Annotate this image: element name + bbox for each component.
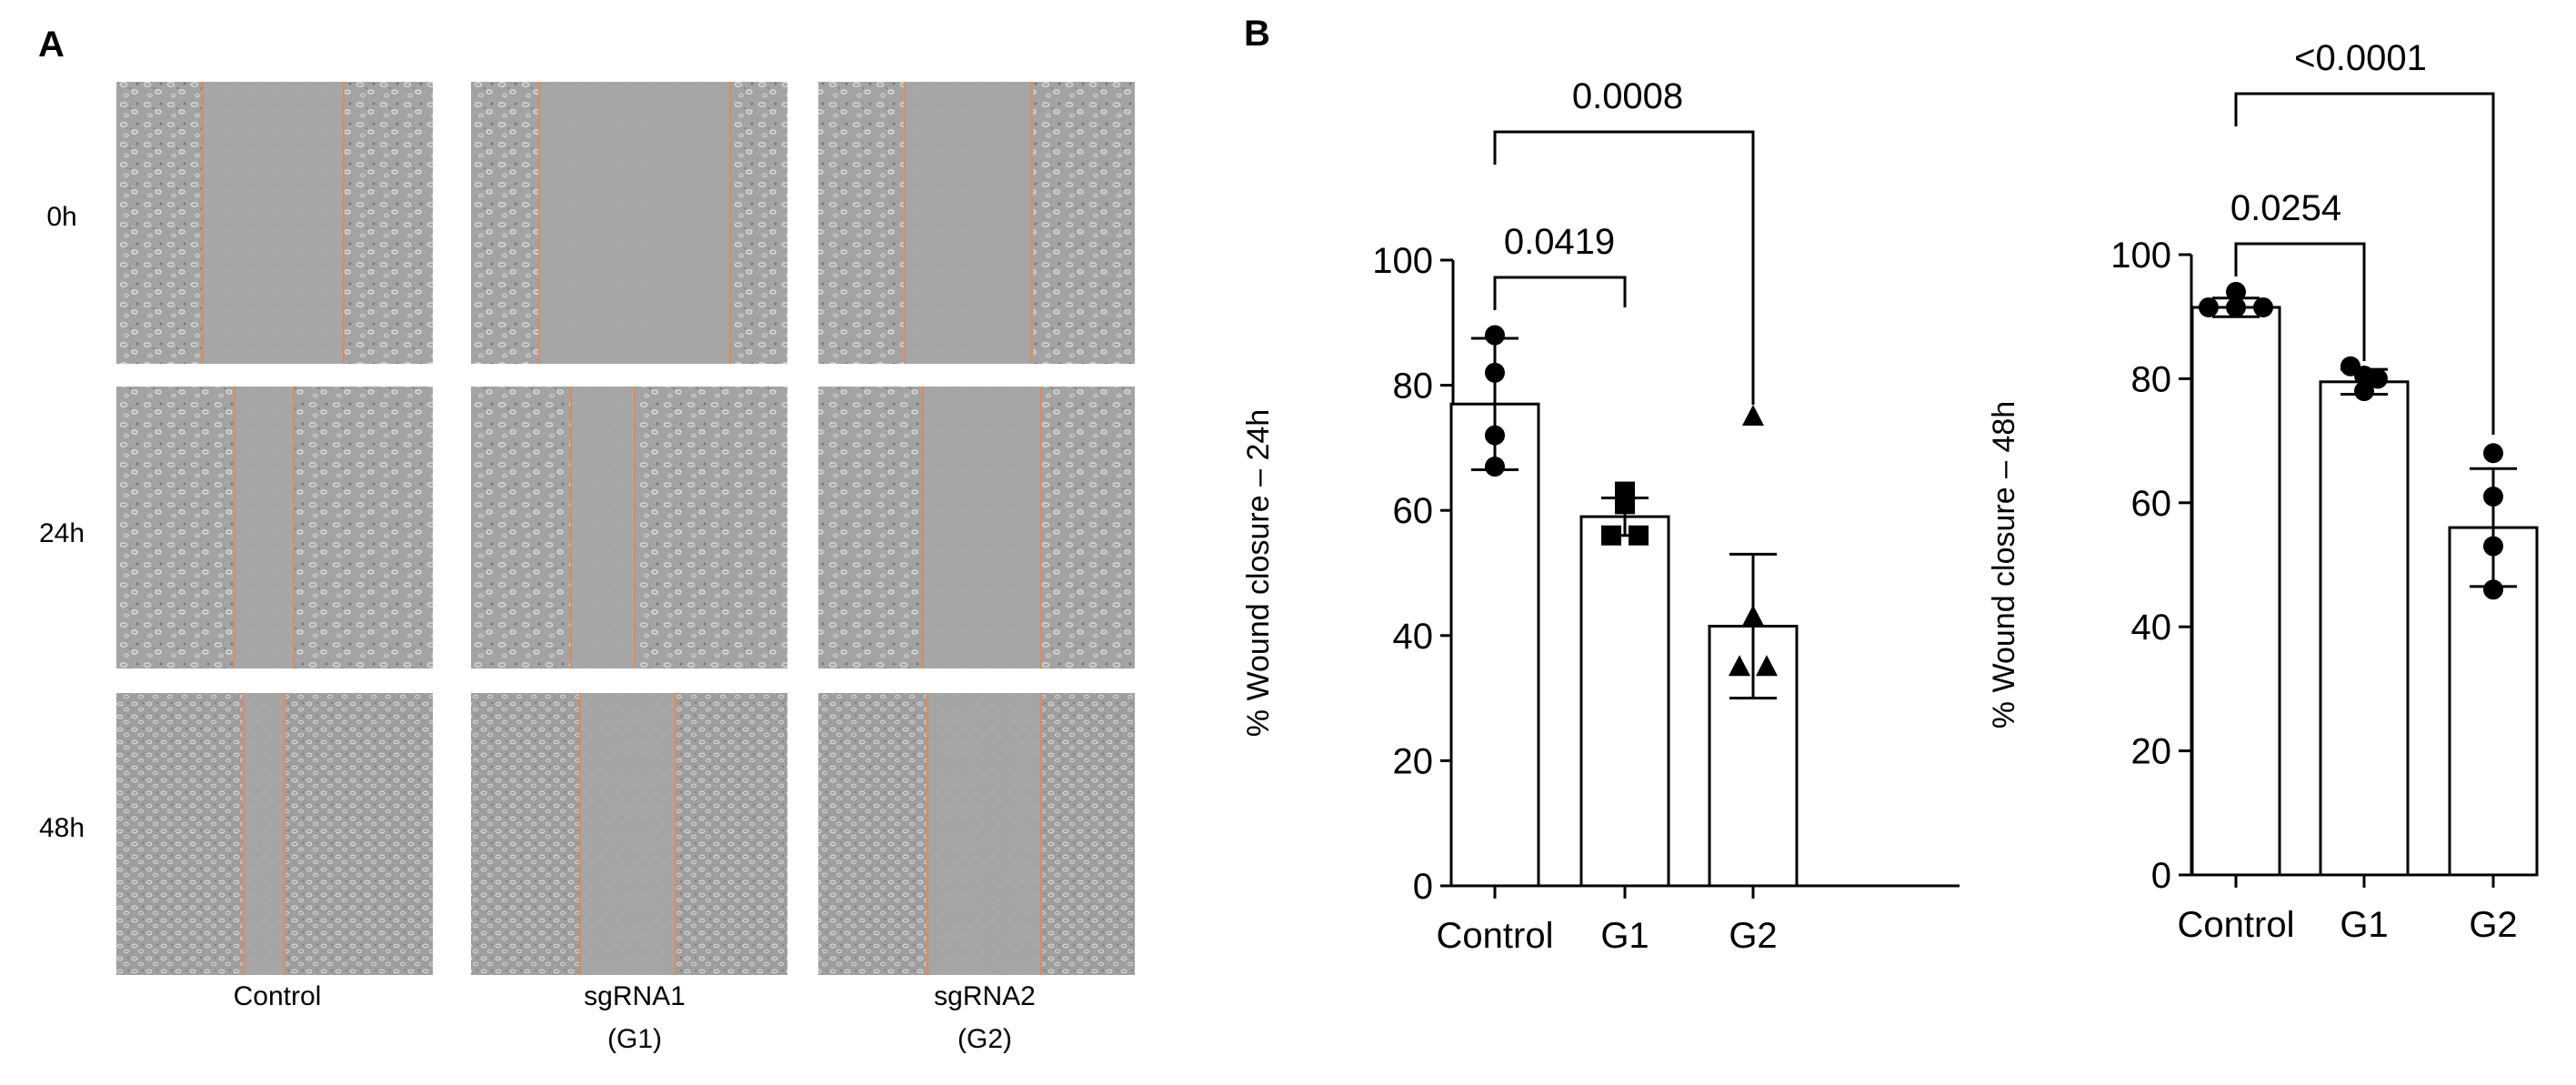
comparison-bracket-g2: <0.0001 (2234, 38, 2495, 435)
wound-gap (571, 387, 635, 668)
micrograph-sgrna1-48h (471, 693, 787, 975)
bar-g1 (2319, 380, 2410, 877)
y-tick-label: 40 (1393, 617, 1434, 657)
x-tick-label-g1: G1 (1600, 916, 1649, 956)
x-tick-label-control: Control (2178, 905, 2295, 945)
micrograph-grid (116, 82, 1135, 975)
p-value-label: 0.0254 (2230, 188, 2341, 228)
wound-gap (539, 82, 730, 364)
bracket-line (2234, 242, 2366, 361)
micrograph-control-48h (116, 693, 433, 975)
data-point-g1 (1615, 494, 1635, 515)
comparison-bracket-g2: 0.0008 (1493, 76, 1755, 405)
bracket-line (2234, 92, 2495, 435)
x-tick-label-g1: G1 (2340, 905, 2388, 945)
bar-g1 (1579, 515, 1670, 888)
p-value-label: 0.0008 (1572, 76, 1683, 116)
x-tick-label-g2: G2 (2469, 905, 2517, 945)
y-tick-label: 60 (1393, 491, 1434, 531)
p-value-label: <0.0001 (2294, 38, 2427, 78)
row-label-48h: 48h (39, 813, 85, 843)
comparison-bracket-g1: 0.0419 (1493, 222, 1627, 310)
p-value-label: 0.0419 (1504, 222, 1615, 262)
x-tick-label-g2: G2 (1729, 916, 1777, 956)
y-axis-label: % Wound closure – 48h (1987, 401, 2021, 728)
data-point-g1 (2368, 368, 2388, 389)
y-tick-label: 80 (2131, 359, 2172, 399)
data-point-g2 (1729, 655, 1750, 677)
row-label-0h: 0h (46, 202, 76, 232)
wound-gap (905, 82, 1032, 364)
bar-control (2190, 306, 2281, 877)
y-tick-label: 20 (1393, 741, 1434, 781)
y-axis-label: % Wound closure – 24h (1241, 409, 1276, 737)
micrograph-sgrna1-24h (471, 387, 787, 668)
wound-gap (235, 387, 294, 668)
wound-gap (580, 693, 676, 975)
data-point-g2 (2483, 579, 2503, 600)
y-tick-label: 100 (1372, 241, 1433, 281)
wound-gap (203, 82, 344, 364)
bracket-line (1493, 276, 1627, 310)
column-label-sgrna1: sgRNA1 (584, 981, 686, 1011)
micrograph-sgrna2-48h (818, 693, 1135, 975)
column-label-g1: (G1) (607, 1024, 662, 1054)
micrograph-sgrna2-24h (818, 387, 1135, 668)
data-point-g1 (1601, 525, 1621, 546)
column-label-control: Control (234, 981, 322, 1011)
y-tick-label: 100 (2110, 236, 2171, 276)
x-tick-label-control: Control (1437, 916, 1554, 956)
wound-gap (923, 387, 1041, 668)
data-point-control (2253, 296, 2273, 317)
column-label-sgrna2: sgRNA2 (934, 981, 1036, 1011)
data-point-control (1485, 457, 1505, 477)
bar-control (1449, 402, 1540, 888)
panel-b-label: B (1244, 14, 1270, 54)
error-bar-g2 (1729, 552, 1777, 700)
y-tick-label: 0 (2151, 856, 2171, 896)
data-point-control (1485, 325, 1505, 346)
panel-a-label: A (38, 25, 65, 65)
y-tick-label: 80 (1393, 367, 1434, 407)
bracket-line (1493, 130, 1755, 405)
data-point-g1 (1629, 525, 1649, 546)
y-tick-label: 0 (1413, 867, 1433, 907)
data-point-control (1485, 425, 1505, 446)
micrograph-control-0h (116, 82, 433, 364)
data-point-g2 (2483, 486, 2503, 507)
data-point-control (1485, 362, 1505, 383)
y-tick-label: 60 (2131, 484, 2172, 524)
comparison-bracket-g1: 0.0254 (2230, 188, 2366, 361)
wound-gap (927, 693, 1041, 975)
y-tick-label: 40 (2131, 608, 2172, 648)
data-point-control (2226, 281, 2246, 302)
data-point-g2 (1742, 405, 1764, 426)
micrograph-sgrna1-0h (471, 82, 787, 364)
data-point-g2 (1742, 605, 1764, 627)
chart-24h: 0 20 40 60 80 100 % Wound closure – 24h Control… (1241, 76, 1960, 956)
wound-gap (244, 693, 285, 975)
micrograph-sgrna2-0h (818, 82, 1135, 364)
data-point-control (2226, 296, 2246, 317)
data-point-g2 (2483, 443, 2503, 464)
data-point-g2 (1756, 655, 1778, 677)
data-point-control (2199, 296, 2219, 317)
column-label-g2: (G2) (957, 1024, 1012, 1054)
y-tick-label: 20 (2131, 732, 2172, 772)
micrograph-control-24h (116, 387, 433, 668)
data-point-g2 (2483, 536, 2503, 557)
chart-48h: 0 20 40 60 80 100 % Wound closure – 48h Control… (1987, 38, 2539, 945)
data-point-g1 (2354, 381, 2374, 402)
row-label-24h: 24h (39, 518, 85, 548)
